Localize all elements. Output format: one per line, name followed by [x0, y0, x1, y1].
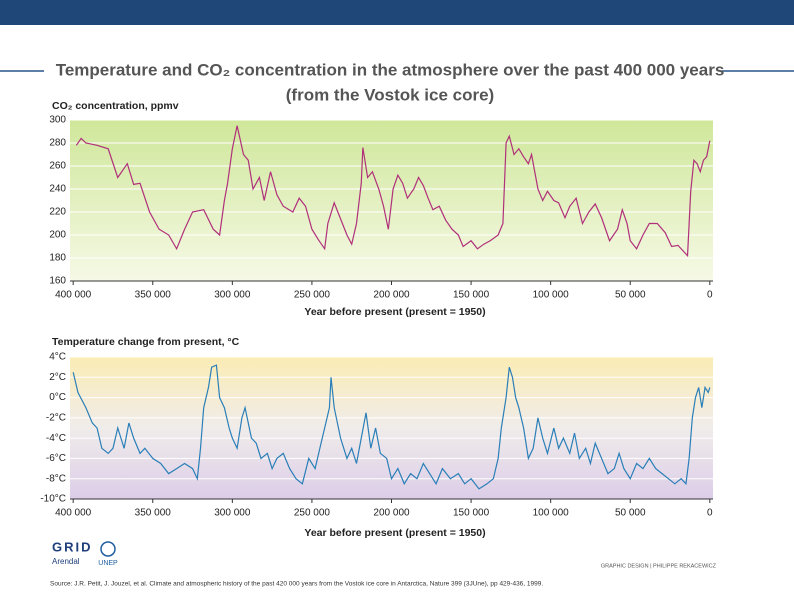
data-line: [75, 125, 711, 258]
x-tick-label: 200 000: [373, 290, 410, 301]
logo-unep: UNEP: [98, 560, 118, 567]
y-tick-label: -4°C: [46, 433, 66, 444]
y-tick-label: 280: [49, 138, 66, 149]
y-tick-label: 4°C: [49, 352, 66, 363]
x-tick-label: 150 000: [453, 290, 490, 301]
top-bar: [0, 0, 794, 25]
x-tick-label: 250 000: [294, 508, 331, 519]
x-tick-label: 50 000: [615, 508, 646, 519]
y-tick-label: 2°C: [49, 372, 66, 383]
title: Temperature and CO₂ concentration in the…: [56, 60, 725, 79]
x-tick-label: 0: [707, 290, 713, 301]
x-axis-label: Year before present (present = 1950): [304, 527, 485, 539]
unep-emblem: [100, 541, 116, 557]
y-tick-label: -8°C: [46, 473, 66, 484]
y-tick-label: -10°C: [40, 494, 66, 505]
x-tick-label: 300 000: [214, 290, 251, 301]
y-tick-label: 180: [49, 253, 66, 264]
y-tick-label: 220: [49, 207, 66, 218]
plot-background: [70, 357, 713, 499]
y-tick-label: 200: [49, 230, 66, 241]
x-tick-label: 0: [707, 508, 713, 519]
data-line: [72, 364, 711, 490]
y-tick-label: 160: [49, 276, 66, 287]
x-tick-label: 350 000: [135, 290, 172, 301]
subtitle: (from the Vostok ice core): [286, 85, 494, 104]
x-axis-label: Year before present (present = 1950): [304, 306, 485, 318]
source: Source: J.R. Petit, J. Jouzel, et al. Cl…: [50, 581, 543, 588]
plots: 160 180 200 220 240 260 280 300 400 000 350 000 30…: [40, 100, 713, 539]
y-tick-label: 300: [49, 115, 66, 126]
y-tick-label: -6°C: [46, 453, 66, 464]
y-tick-label: 260: [49, 161, 66, 172]
y-tick-label: 0°C: [49, 392, 66, 403]
x-tick-label: 100 000: [533, 290, 570, 301]
y-axis-label: CO₂ concentration, ppmv: [52, 100, 179, 112]
x-tick-label: 100 000: [533, 508, 570, 519]
x-tick-label: 300 000: [214, 508, 251, 519]
credit: GRAPHIC DESIGN | PHILIPPE REKACEWICZ: [601, 563, 717, 569]
logo-grid: GRID: [52, 539, 93, 554]
y-tick-label: -2°C: [46, 412, 66, 423]
x-tick-label: 400 000: [55, 290, 92, 301]
x-tick-label: 50 000: [615, 290, 646, 301]
x-tick-label: 150 000: [453, 508, 490, 519]
x-tick-label: 400 000: [55, 508, 92, 519]
x-tick-label: 200 000: [373, 508, 410, 519]
x-tick-label: 350 000: [135, 508, 172, 519]
y-axis-label: Temperature change from present, °C: [52, 336, 240, 348]
y-tick-label: 240: [49, 184, 66, 195]
x-tick-label: 250 000: [294, 290, 331, 301]
logo-arendal: Arendal: [52, 557, 80, 566]
